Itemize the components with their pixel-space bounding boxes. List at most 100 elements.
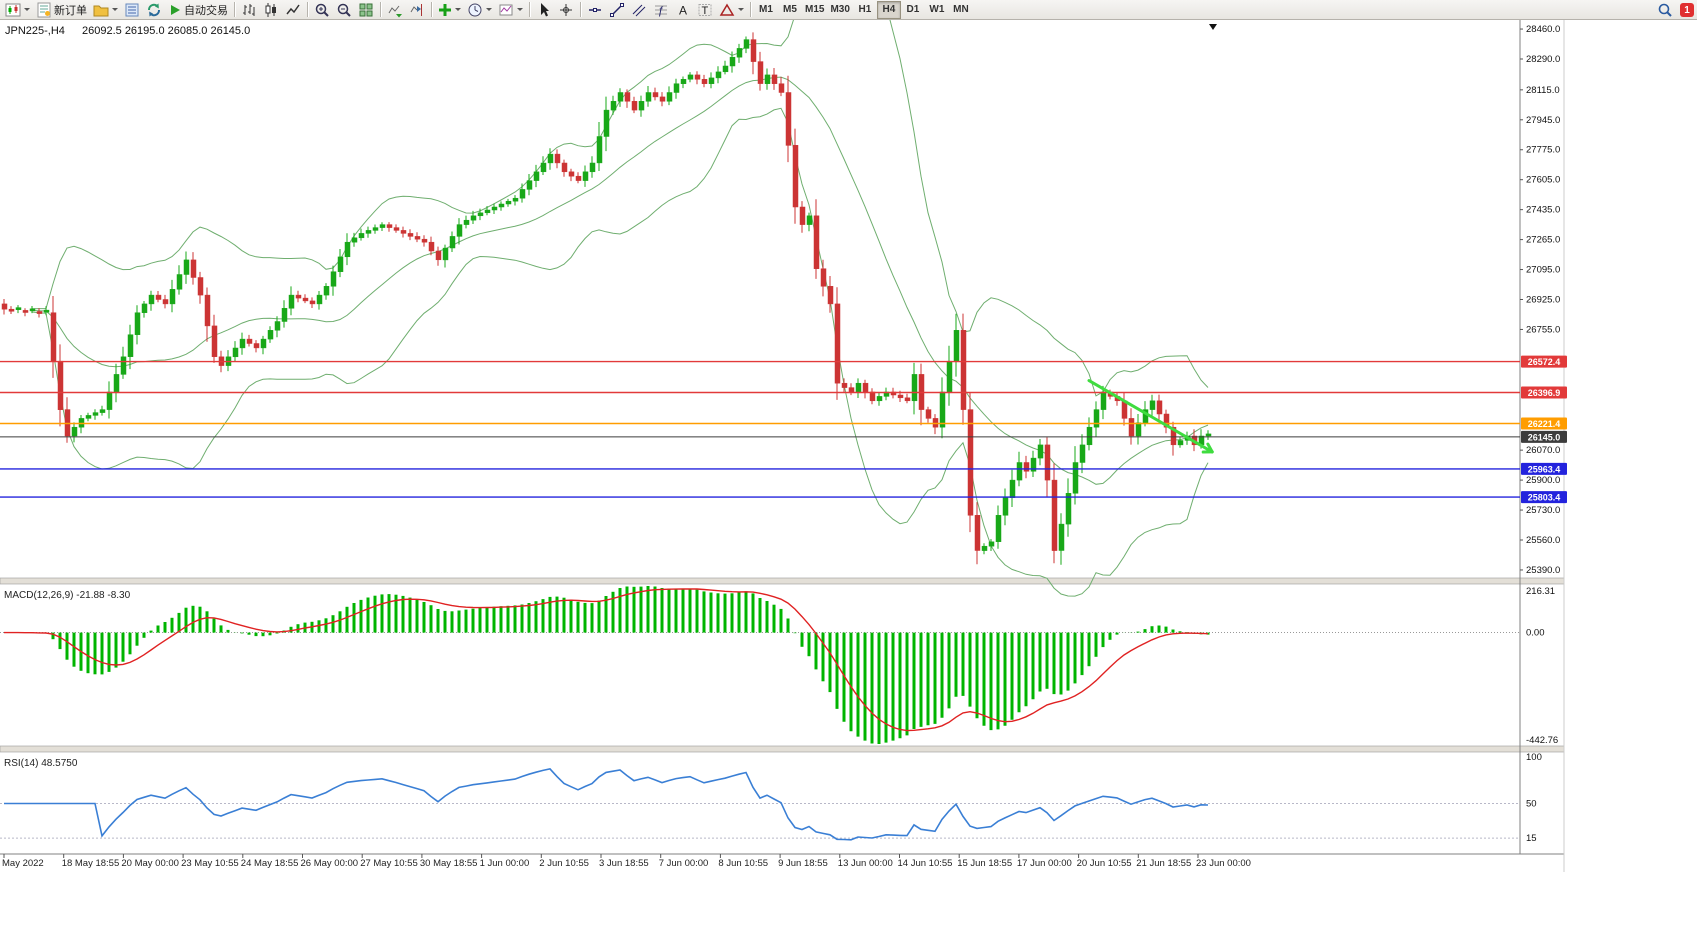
svg-text:25730.0: 25730.0 bbox=[1526, 505, 1560, 516]
shapes-tool-button[interactable] bbox=[716, 1, 747, 19]
time-axis-label: 18 May 18:55 bbox=[62, 858, 120, 869]
svg-text:27435.0: 27435.0 bbox=[1526, 205, 1560, 216]
timeframe-button-MN[interactable]: MN bbox=[949, 1, 973, 19]
time-axis-label: 13 Jun 00:00 bbox=[838, 858, 893, 869]
timeframe-button-M15[interactable]: M15 bbox=[802, 1, 827, 19]
play-icon bbox=[171, 4, 180, 15]
toolbar-right-group: 1 bbox=[1654, 1, 1694, 19]
trendline-icon bbox=[610, 2, 624, 17]
svg-text:ƒ: ƒ bbox=[658, 5, 664, 17]
autotrading-label: 自动交易 bbox=[184, 4, 228, 17]
chevron-down-icon bbox=[455, 8, 461, 11]
indicators-button[interactable] bbox=[435, 1, 464, 19]
timeframe-button-M5[interactable]: M5 bbox=[778, 1, 802, 19]
toolbar-separator bbox=[529, 2, 530, 17]
toolbar-separator bbox=[580, 2, 581, 17]
autotrading-button[interactable]: 自动交易 bbox=[165, 1, 231, 19]
time-axis-label: 24 May 18:55 bbox=[241, 858, 299, 869]
rsi-label: RSI(14) 48.5750 bbox=[4, 758, 78, 769]
timeframe-button-M1[interactable]: M1 bbox=[754, 1, 778, 19]
channel-icon bbox=[632, 4, 646, 16]
time-axis-label: 30 May 18:55 bbox=[420, 858, 478, 869]
new-chart-button[interactable] bbox=[2, 1, 33, 19]
timeframe-button-M30[interactable]: M30 bbox=[827, 1, 852, 19]
chart-shift-button[interactable] bbox=[406, 1, 428, 19]
new-order-button[interactable]: 新订单 bbox=[33, 1, 90, 19]
hline-icon bbox=[589, 7, 601, 12]
search-button[interactable] bbox=[1654, 1, 1676, 19]
trendline-object[interactable] bbox=[1087, 379, 1214, 454]
templates-button[interactable] bbox=[495, 1, 526, 19]
label-tool-button[interactable]: T bbox=[694, 1, 716, 19]
svg-text:27605.0: 27605.0 bbox=[1526, 175, 1560, 186]
refresh-button[interactable] bbox=[143, 1, 165, 19]
auto-scroll-icon bbox=[388, 5, 402, 17]
chevron-down-icon bbox=[738, 8, 744, 11]
channel-tool-button[interactable] bbox=[628, 1, 650, 19]
market-watch-button[interactable] bbox=[121, 1, 143, 19]
svg-text:T: T bbox=[702, 5, 709, 17]
rsi-panel: 100 50 15 bbox=[0, 752, 1542, 844]
svg-text:25963.4: 25963.4 bbox=[1528, 464, 1561, 474]
chart-ohlc-values: 26092.5 26195.0 26085.0 26145.0 bbox=[82, 25, 250, 37]
timeframe-button-H4[interactable]: H4 bbox=[876, 0, 901, 19]
time-axis-label: 20 Jun 10:55 bbox=[1077, 858, 1132, 869]
zoom-in-button[interactable] bbox=[311, 1, 333, 19]
chevron-down-icon bbox=[486, 8, 492, 11]
text-tool-button[interactable]: A bbox=[672, 1, 694, 19]
svg-text:216.31: 216.31 bbox=[1526, 586, 1555, 597]
timeframe-toolbar: M1 M5 M15 M30 H1 H4 D1 W1 MN bbox=[754, 0, 973, 19]
zoom-in-icon bbox=[315, 3, 329, 17]
crosshair-button[interactable] bbox=[555, 1, 577, 19]
candlestick-mode-button[interactable] bbox=[260, 1, 282, 19]
search-icon bbox=[1658, 3, 1672, 17]
auto-scroll-button[interactable] bbox=[384, 1, 406, 19]
svg-text:15: 15 bbox=[1526, 833, 1537, 844]
profiles-button[interactable] bbox=[90, 1, 121, 19]
price-scale[interactable]: 26572.4 26396.9 26221.4 26145.0 25963.4 25803… bbox=[1520, 24, 1567, 576]
cursor-icon bbox=[541, 2, 549, 16]
periods-button[interactable] bbox=[464, 1, 495, 19]
chevron-down-icon bbox=[517, 8, 523, 11]
time-axis-label: 21 Jun 18:55 bbox=[1136, 858, 1191, 869]
timeframe-button-H1[interactable]: H1 bbox=[853, 1, 877, 19]
time-axis-label: 23 Jun 00:00 bbox=[1196, 858, 1251, 869]
horizontal-line-tool-button[interactable] bbox=[584, 1, 606, 19]
cursor-button[interactable] bbox=[533, 1, 555, 19]
fibonacci-icon: ƒ bbox=[655, 5, 667, 17]
time-axis-label: 17 Jun 00:00 bbox=[1017, 858, 1072, 869]
tile-windows-icon bbox=[359, 3, 373, 16]
line-chart-mode-button[interactable] bbox=[282, 1, 304, 19]
svg-text:28460.0: 28460.0 bbox=[1526, 24, 1560, 35]
price-line-label-26572.4 bbox=[1521, 355, 1567, 368]
candlestick-series bbox=[1, 32, 1212, 565]
zoom-out-button[interactable] bbox=[333, 1, 355, 19]
time-axis-label: 9 Jun 18:55 bbox=[778, 858, 828, 869]
time-axis-label: 20 May 00:00 bbox=[121, 858, 179, 869]
time-axis-label: 3 Jun 18:55 bbox=[599, 858, 649, 869]
price-line-label-26221.4 bbox=[1521, 417, 1567, 430]
time-axis[interactable]: May 2022 18 May 18:55 20 May 00:00 23 May 1… bbox=[2, 854, 1251, 869]
fibonacci-tool-button[interactable]: ƒ bbox=[650, 1, 672, 19]
trendline-tool-button[interactable] bbox=[606, 1, 628, 19]
template-icon bbox=[499, 4, 513, 15]
svg-text:27945.0: 27945.0 bbox=[1526, 115, 1560, 126]
chart-title: JPN225-,H4 bbox=[5, 25, 65, 37]
time-axis-label: 7 Jun 00:00 bbox=[659, 858, 709, 869]
horizontal-price-lines[interactable] bbox=[0, 360, 1520, 498]
price-line-label-25963.4 bbox=[1521, 462, 1567, 475]
notification-badge[interactable]: 1 bbox=[1680, 3, 1694, 17]
line-chart-icon bbox=[286, 4, 300, 14]
indicators-plus-icon bbox=[439, 3, 451, 16]
timeframe-button-D1[interactable]: D1 bbox=[901, 1, 925, 19]
periods-clock-icon bbox=[468, 3, 482, 16]
time-axis-label: 1 Jun 00:00 bbox=[480, 858, 530, 869]
svg-text:28290.0: 28290.0 bbox=[1526, 54, 1560, 65]
svg-text:26755.0: 26755.0 bbox=[1526, 325, 1560, 336]
timeframe-button-W1[interactable]: W1 bbox=[925, 1, 949, 19]
tile-windows-button[interactable] bbox=[355, 1, 377, 19]
bar-chart-mode-button[interactable] bbox=[238, 1, 260, 19]
